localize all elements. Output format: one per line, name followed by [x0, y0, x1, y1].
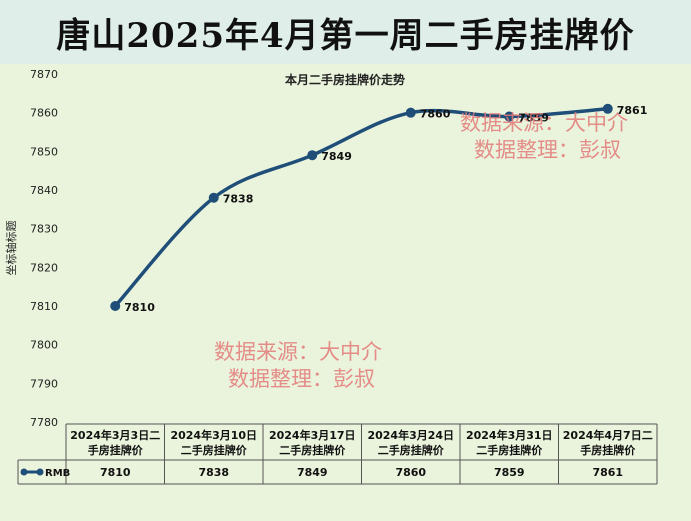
category-label: 2024年3月31日: [466, 428, 553, 442]
y-tick-label: 7840: [30, 184, 58, 197]
y-tick-label: 7810: [30, 300, 58, 313]
category-label: 手房挂牌价: [88, 443, 144, 457]
data-point: [602, 103, 613, 114]
data-label: 7861: [617, 104, 648, 117]
watermark-compiler: 数据整理：彭叔: [474, 138, 621, 162]
table-value: 7810: [100, 466, 131, 479]
data-point: [504, 111, 515, 122]
watermark-compiler: 数据整理：彭叔: [228, 367, 375, 391]
y-tick-label: 7830: [30, 223, 58, 236]
category-label: 二手房挂牌价: [378, 443, 445, 457]
y-tick-label: 7850: [30, 145, 58, 158]
title-banner: 唐山2025年4月第一周二手房挂牌价: [0, 0, 691, 64]
category-label: 2024年3月24日: [367, 428, 454, 442]
data-point: [405, 107, 416, 118]
legend-series-name: RMB: [45, 468, 70, 479]
y-tick-label: 7800: [30, 339, 58, 352]
y-tick-label: 7870: [30, 68, 58, 81]
data-label: 7859: [518, 112, 549, 125]
table-value: 7861: [592, 466, 623, 479]
data-label: 7849: [321, 150, 352, 163]
data-point: [110, 301, 121, 311]
legend-marker: [20, 468, 28, 476]
y-tick-label: 7790: [30, 377, 58, 390]
table-value: 7849: [297, 466, 328, 479]
data-point: [307, 150, 318, 161]
y-tick-label: 7820: [30, 261, 58, 274]
legend-marker: [36, 468, 44, 476]
category-label: 二手房挂牌价: [279, 443, 346, 457]
watermark-source: 数据来源：大中介: [460, 111, 628, 135]
category-label: 2024年3月17日: [269, 428, 356, 442]
data-label: 7860: [420, 108, 451, 121]
page-title: 唐山2025年4月第一周二手房挂牌价: [56, 15, 635, 56]
watermark-source: 数据来源：大中介: [214, 340, 382, 364]
y-tick-label: 7860: [30, 107, 58, 120]
chart-title: 本月二手房挂牌价走势: [285, 72, 405, 87]
category-label: 2024年4月7日二: [563, 428, 653, 442]
category-label: 2024年3月3日二: [70, 428, 160, 442]
category-label: 手房挂牌价: [580, 443, 636, 457]
table-value: 7860: [395, 466, 426, 479]
category-label: 2024年3月10日: [170, 428, 257, 442]
table-value: 7838: [198, 466, 229, 479]
table-value: 7859: [494, 466, 525, 479]
data-point: [208, 192, 219, 203]
category-label: 二手房挂牌价: [181, 443, 248, 457]
data-label: 7838: [223, 193, 254, 206]
y-tick-label: 7780: [30, 416, 58, 429]
category-label: 二手房挂牌价: [476, 443, 543, 457]
y-axis-title: 坐标轴标题: [4, 221, 18, 276]
data-label: 7810: [124, 301, 155, 314]
